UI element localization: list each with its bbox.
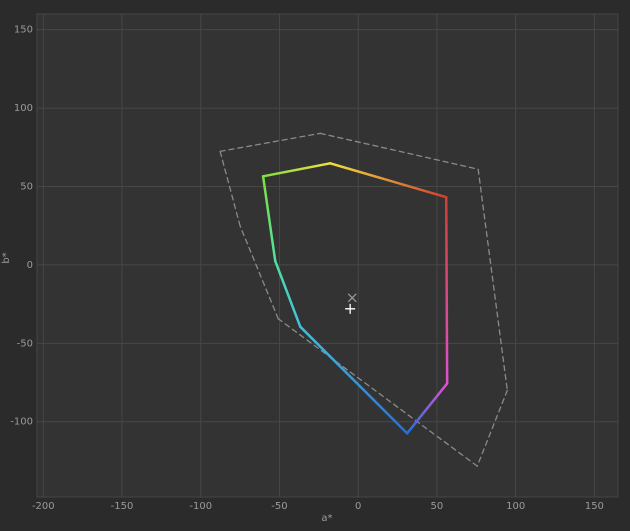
gamut-edge xyxy=(405,382,449,435)
y-tick-label: -100 xyxy=(10,417,33,428)
x-tick-label: 100 xyxy=(506,501,525,512)
x-axis-label: a* xyxy=(321,513,332,524)
white-point-marker xyxy=(347,293,357,303)
y-tick-label: -50 xyxy=(17,338,33,349)
gamut-edge xyxy=(261,175,277,263)
gamut-edge xyxy=(319,132,479,170)
gamut-edge xyxy=(219,150,241,227)
x-tick-label: -50 xyxy=(271,501,287,512)
x-tick-label: 150 xyxy=(585,501,604,512)
plot-area xyxy=(36,13,619,498)
gamut-edge xyxy=(476,389,508,467)
y-tick-label: 50 xyxy=(20,182,33,193)
x-tick-label: 0 xyxy=(355,501,361,512)
y-tick-label: 100 xyxy=(14,103,33,114)
x-tick-label: 50 xyxy=(431,501,444,512)
gamut-edge xyxy=(239,225,279,320)
gamut-edge xyxy=(477,168,508,392)
gamut-edge xyxy=(219,132,321,153)
gamut-edge xyxy=(273,259,302,328)
x-tick-label: -150 xyxy=(111,501,134,512)
gamut-edge xyxy=(299,325,409,435)
y-axis-label: b* xyxy=(1,252,12,263)
gamut-edge xyxy=(444,195,449,385)
x-tick-label: -200 xyxy=(32,501,55,512)
gamut-edge xyxy=(277,318,478,467)
y-tick-label: 0 xyxy=(27,260,33,271)
y-tick-label: 150 xyxy=(14,25,33,36)
gamut-edge xyxy=(261,162,332,178)
white-point-marker xyxy=(345,303,356,314)
x-tick-label: -100 xyxy=(189,501,212,512)
gamut-edge xyxy=(328,162,448,199)
